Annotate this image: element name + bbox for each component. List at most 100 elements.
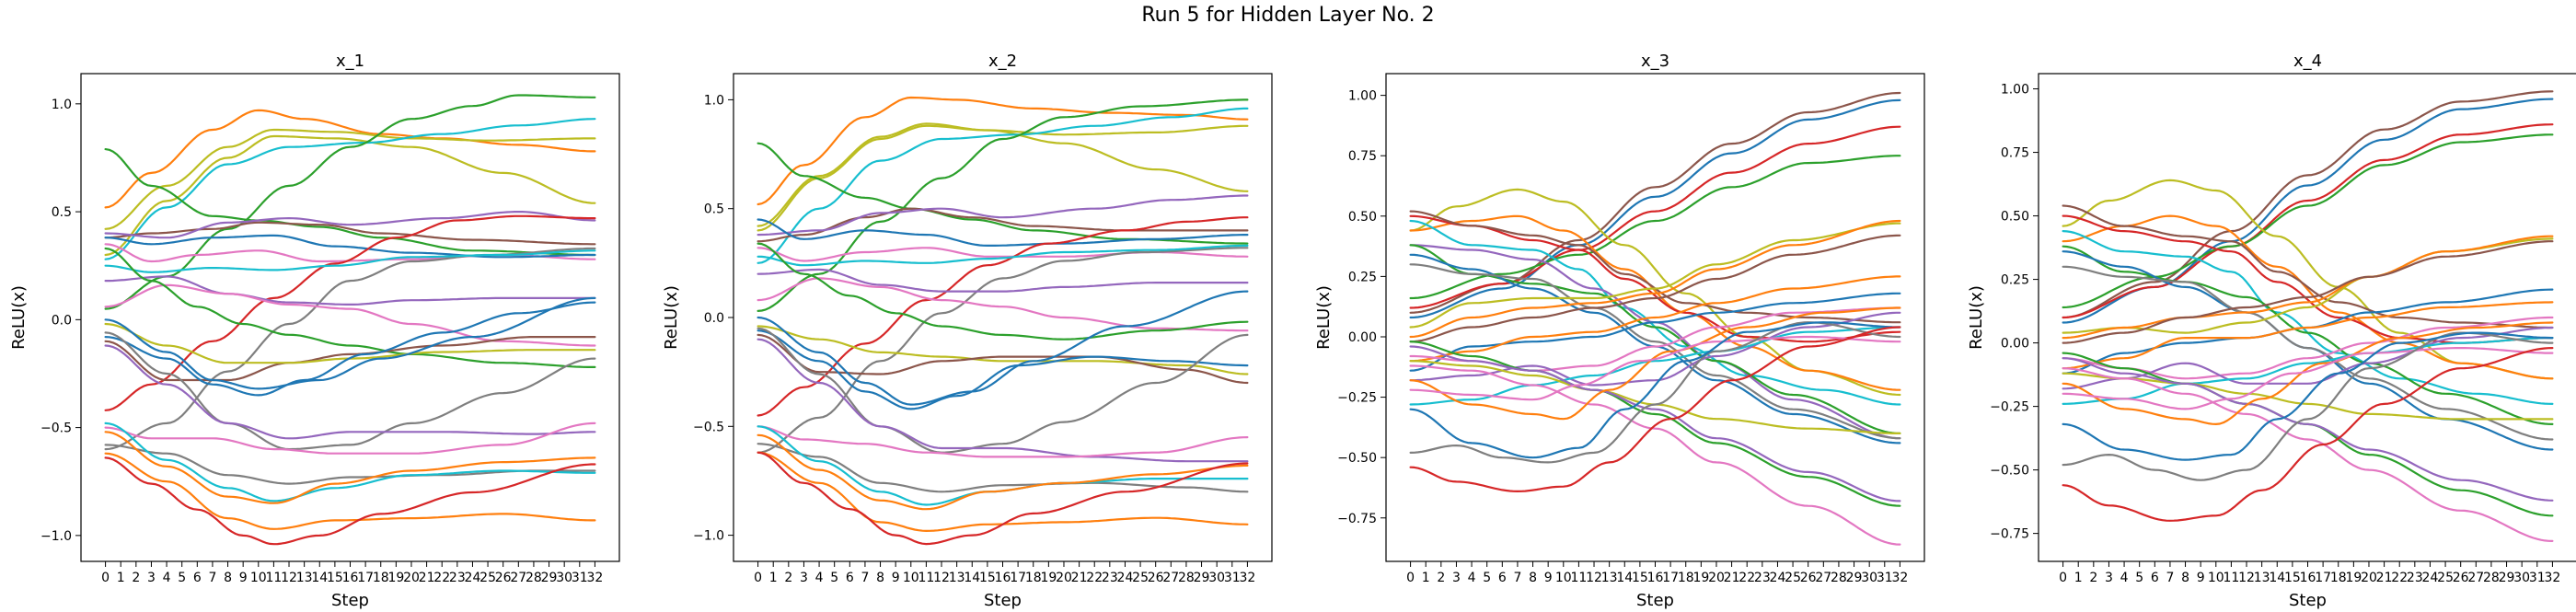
y-tick-label: −0.75 xyxy=(1337,512,1377,526)
y-tick-label: 0.75 xyxy=(2001,146,2029,161)
y-tick-label: 0.50 xyxy=(1348,210,1377,225)
x-tick-label: 16 xyxy=(342,571,359,585)
x-tick-label: 8 xyxy=(1529,571,1537,585)
series-line-22 xyxy=(104,344,596,440)
x-tick-label: 23 xyxy=(1102,571,1118,585)
series-line-19 xyxy=(2062,326,2554,390)
y-axis-label: ReLU(x) xyxy=(1967,285,1986,350)
x-tick-label: 17 xyxy=(357,571,374,585)
x-tick-label: 11 xyxy=(1570,571,1587,585)
x-tick-label: 2 xyxy=(2089,571,2097,585)
x-tick-label: 26 xyxy=(1148,571,1164,585)
series-line-27 xyxy=(1409,335,1901,401)
series-line-6 xyxy=(104,94,596,310)
series-line-25 xyxy=(757,425,1249,506)
series-line-20 xyxy=(104,296,596,390)
x-tick-label: 15 xyxy=(327,571,343,585)
x-tick-label: 29 xyxy=(1194,571,1210,585)
series-line-27 xyxy=(104,452,596,530)
x-axis-label: Step xyxy=(331,591,369,610)
series-group xyxy=(104,94,596,546)
x-tick-label: 27 xyxy=(510,571,526,585)
x-tick-label: 11 xyxy=(2223,571,2239,585)
series-line-1 xyxy=(104,109,596,209)
x-tick-label: 21 xyxy=(1724,571,1740,585)
x-tick-label: 4 xyxy=(163,571,171,585)
series-line-4 xyxy=(2062,133,2554,309)
x-tick-label: 22 xyxy=(2391,571,2408,585)
x-tick-label: 28 xyxy=(526,571,542,585)
x-tick-label: 22 xyxy=(1739,571,1755,585)
x-tick-label: 30 xyxy=(556,571,572,585)
x-tick-label: 18 xyxy=(1678,571,1694,585)
x-tick-label: 23 xyxy=(2407,571,2423,585)
x-tick-label: 1 xyxy=(117,571,125,585)
x-tick-label: 32 xyxy=(586,571,603,585)
x-tick-label: 26 xyxy=(2453,571,2469,585)
x-tick-label: 15 xyxy=(2284,571,2301,585)
series-line-6 xyxy=(2062,214,2554,380)
y-tick-label: 0.25 xyxy=(2001,273,2029,288)
x-tick-label: 29 xyxy=(541,571,558,585)
series-line-27 xyxy=(2062,331,2554,481)
x-tick-label: 21 xyxy=(2376,571,2393,585)
y-tick-label: −0.75 xyxy=(1990,527,2029,542)
series-line-4 xyxy=(104,118,596,260)
series-line-28 xyxy=(2062,331,2554,461)
x-tick-label: 14 xyxy=(311,571,328,585)
series-line-18 xyxy=(1409,275,1901,363)
x-tick-label: 12 xyxy=(2238,571,2255,585)
x-tick-label: 6 xyxy=(2151,571,2159,585)
x-tick-label: 14 xyxy=(964,571,980,585)
series-line-6 xyxy=(757,98,1249,312)
y-tick-label: 0.00 xyxy=(1348,330,1377,345)
x-tick-label: 29 xyxy=(2499,571,2515,585)
series-line-14 xyxy=(104,275,596,306)
y-tick-label: 0.25 xyxy=(1348,270,1377,284)
x-tick-label: 10 xyxy=(903,571,919,585)
x-tick-label: 19 xyxy=(387,571,404,585)
x-tick-label: 0 xyxy=(1406,571,1415,585)
series-line-7 xyxy=(1409,214,1901,343)
series-line-2 xyxy=(104,128,596,230)
y-tick-label: 1.00 xyxy=(2001,83,2029,98)
y-axis-label: ReLU(x) xyxy=(662,285,681,350)
x-tick-label: 0 xyxy=(754,571,762,585)
y-tick-label: 1.00 xyxy=(1348,89,1377,104)
x-tick-label: 12 xyxy=(1586,571,1602,585)
series-line-5 xyxy=(757,142,1249,245)
y-tick-label: 1.0 xyxy=(704,93,724,108)
subplot-x3: 0 1 2 3 4 5 6 7 8 9 101112131415161718192021222324… xyxy=(1314,52,1925,610)
x-tick-label: 4 xyxy=(2120,571,2129,585)
series-line-19 xyxy=(757,329,1249,410)
subplot-title: x_2 xyxy=(988,52,1017,71)
y-tick-label: −0.50 xyxy=(1990,464,2029,479)
x-tick-label: 13 xyxy=(1601,571,1618,585)
series-line-26 xyxy=(1409,306,1901,421)
series-line-20 xyxy=(2062,337,2554,405)
series-line-10 xyxy=(2062,245,2554,425)
x-tick-label: 12 xyxy=(933,571,950,585)
series-line-8 xyxy=(757,194,1249,237)
series-line-30 xyxy=(1409,326,1901,493)
series-line-13 xyxy=(1409,263,1901,440)
series-line-20 xyxy=(757,290,1249,406)
x-tick-label: 28 xyxy=(1831,571,1847,585)
series-line-23 xyxy=(757,425,1249,458)
x-tick-label: 21 xyxy=(419,571,435,585)
x-tick-label: 18 xyxy=(2330,571,2347,585)
x-tick-label: 6 xyxy=(193,571,202,585)
x-tick-label: 24 xyxy=(465,571,481,585)
x-tick-label: 14 xyxy=(1616,571,1633,585)
x-tick-label: 27 xyxy=(1815,571,1831,585)
x-tick-label: 2 xyxy=(1437,571,1445,585)
x-tick-label: 10 xyxy=(250,571,267,585)
series-line-10 xyxy=(104,234,596,259)
series-line-14 xyxy=(757,268,1249,293)
series-line-17 xyxy=(104,336,596,382)
x-tick-label: 9 xyxy=(2197,571,2205,585)
y-tick-label: 0.50 xyxy=(2001,210,2029,225)
x-tick-label: 24 xyxy=(1117,571,1134,585)
series-line-24 xyxy=(2062,367,2554,543)
series-line-15 xyxy=(1409,219,1901,339)
